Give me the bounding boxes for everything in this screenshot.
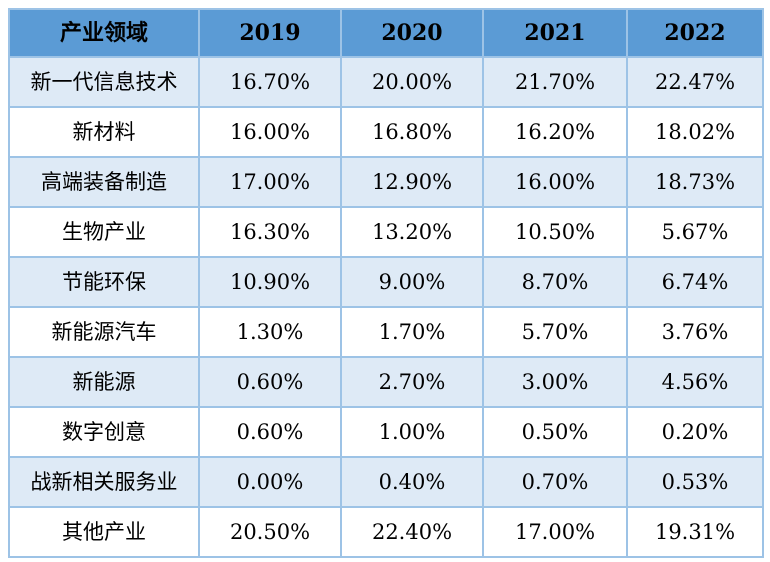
row-label-cell: 其他产业 <box>8 506 200 558</box>
data-cell: 3.76% <box>626 306 764 358</box>
industry-share-by-year-table: 产业领域 2019 2020 2021 2022 新一代信息技术 16.70% 20… <box>8 8 764 558</box>
table-row: 生物产业 16.30% 13.20% 10.50% 5.67% <box>8 206 764 258</box>
data-cell: 17.00% <box>198 156 342 208</box>
data-cell: 19.31% <box>626 506 764 558</box>
data-cell: 10.50% <box>482 206 628 258</box>
data-cell: 20.50% <box>198 506 342 558</box>
data-cell: 6.74% <box>626 256 764 308</box>
header-cell-2022: 2022 <box>626 8 764 58</box>
data-cell: 10.90% <box>198 256 342 308</box>
table-row: 新材料 16.00% 16.80% 16.20% 18.02% <box>8 106 764 158</box>
data-cell: 16.30% <box>198 206 342 258</box>
row-label-cell: 新一代信息技术 <box>8 56 200 108</box>
data-cell: 1.00% <box>340 406 484 458</box>
table-row: 数字创意 0.60% 1.00% 0.50% 0.20% <box>8 406 764 458</box>
table-header-row: 产业领域 2019 2020 2021 2022 <box>8 8 764 58</box>
data-cell: 16.00% <box>482 156 628 208</box>
data-cell: 8.70% <box>482 256 628 308</box>
data-cell: 16.00% <box>198 106 342 158</box>
data-cell: 5.70% <box>482 306 628 358</box>
data-cell: 16.70% <box>198 56 342 108</box>
data-cell: 18.73% <box>626 156 764 208</box>
table-row: 战新相关服务业 0.00% 0.40% 0.70% 0.53% <box>8 456 764 508</box>
row-label-cell: 新能源 <box>8 356 200 408</box>
header-cell-2021: 2021 <box>482 8 628 58</box>
data-cell: 21.70% <box>482 56 628 108</box>
data-cell: 16.80% <box>340 106 484 158</box>
data-cell: 22.40% <box>340 506 484 558</box>
data-cell: 0.40% <box>340 456 484 508</box>
row-label-cell: 新材料 <box>8 106 200 158</box>
data-cell: 13.20% <box>340 206 484 258</box>
data-cell: 18.02% <box>626 106 764 158</box>
table-row: 新能源汽车 1.30% 1.70% 5.70% 3.76% <box>8 306 764 358</box>
header-cell-2019: 2019 <box>198 8 342 58</box>
data-cell: 9.00% <box>340 256 484 308</box>
row-label-cell: 高端装备制造 <box>8 156 200 208</box>
data-cell: 17.00% <box>482 506 628 558</box>
row-label-cell: 生物产业 <box>8 206 200 258</box>
table-row: 节能环保 10.90% 9.00% 8.70% 6.74% <box>8 256 764 308</box>
data-cell: 16.20% <box>482 106 628 158</box>
table-row: 其他产业 20.50% 22.40% 17.00% 19.31% <box>8 506 764 558</box>
data-cell: 0.70% <box>482 456 628 508</box>
data-cell: 2.70% <box>340 356 484 408</box>
row-label-cell: 节能环保 <box>8 256 200 308</box>
data-cell: 1.30% <box>198 306 342 358</box>
row-label-cell: 数字创意 <box>8 406 200 458</box>
row-label-cell: 战新相关服务业 <box>8 456 200 508</box>
table-row: 新能源 0.60% 2.70% 3.00% 4.56% <box>8 356 764 408</box>
data-cell: 5.67% <box>626 206 764 258</box>
table-body: 新一代信息技术 16.70% 20.00% 21.70% 22.47% 新材料 16.00%… <box>8 56 764 558</box>
data-cell: 3.00% <box>482 356 628 408</box>
data-cell: 0.60% <box>198 406 342 458</box>
data-cell: 0.53% <box>626 456 764 508</box>
data-cell: 12.90% <box>340 156 484 208</box>
data-cell: 20.00% <box>340 56 484 108</box>
header-cell-industry-field: 产业领域 <box>8 8 200 58</box>
data-cell: 0.00% <box>198 456 342 508</box>
data-cell: 0.50% <box>482 406 628 458</box>
row-label-cell: 新能源汽车 <box>8 306 200 358</box>
data-cell: 22.47% <box>626 56 764 108</box>
data-cell: 1.70% <box>340 306 484 358</box>
header-cell-2020: 2020 <box>340 8 484 58</box>
table-row: 新一代信息技术 16.70% 20.00% 21.70% 22.47% <box>8 56 764 108</box>
table-row: 高端装备制造 17.00% 12.90% 16.00% 18.73% <box>8 156 764 208</box>
data-cell: 0.60% <box>198 356 342 408</box>
data-cell: 4.56% <box>626 356 764 408</box>
data-cell: 0.20% <box>626 406 764 458</box>
